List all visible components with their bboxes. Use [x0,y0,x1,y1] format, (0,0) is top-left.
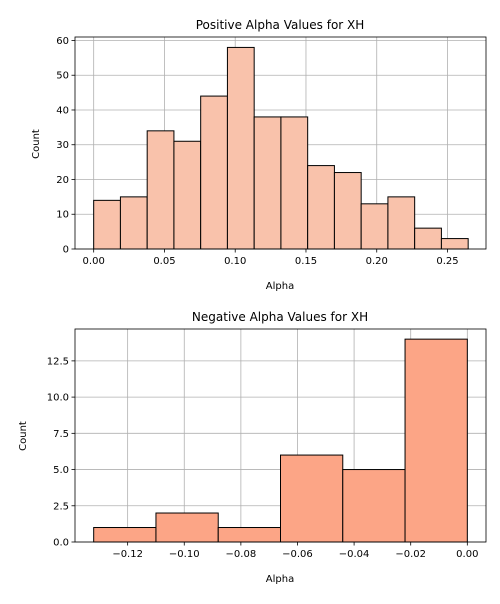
histogram-bar [253,116,282,250]
y-ticks: 0.0 2.5 5.0 7.5 10.0 12.5 [47,356,75,549]
chart-positive-alpha: Positive Alpha Values for XH Alpha Count… [31,18,487,292]
y-tick-label: 10.0 [47,393,69,404]
axes-frame [74,328,487,543]
histogram-bar [280,116,309,250]
x-tick-label: −0.02 [395,549,426,560]
y-axis-label: Count [31,129,42,159]
histogram-bar [173,140,202,250]
bars [93,338,468,543]
histogram-bar [342,469,406,543]
x-tick-label: −0.06 [282,549,313,560]
axes-frame [74,36,487,250]
x-axis-label: Alpha [266,574,294,585]
x-tick-label: −0.08 [226,549,257,560]
y-tick-label: 0.0 [53,538,69,549]
x-tick-label: 0.00 [456,549,478,560]
histogram-bar [333,172,362,250]
x-tick-label: 0.15 [295,256,317,267]
chart-title: Negative Alpha Values for XH [192,310,368,324]
y-axis-label: Count [18,421,29,451]
y-ticks: 0 10 20 30 40 50 60 [56,36,75,256]
histogram-bar [93,527,157,543]
y-tick-label: 40 [56,105,69,116]
y-tick-label: 20 [56,175,69,186]
histogram-bar [280,454,344,543]
y-tick-label: 2.5 [53,501,69,512]
y-tick-label: 60 [56,36,69,47]
x-tick-label: −0.12 [112,549,143,560]
histogram-bar [404,338,468,543]
histogram-bar [360,203,389,250]
x-tick-label: 0.20 [366,256,388,267]
histogram-bar [307,165,335,250]
bars [93,46,469,250]
y-tick-label: 50 [56,71,69,82]
x-tick-label: 0.05 [153,256,175,267]
x-tick-label: 0.00 [83,256,105,267]
histogram-bar [217,527,282,543]
y-tick-label: 10 [56,210,69,221]
histogram-bar [155,512,219,543]
histogram-bar [146,130,175,250]
y-tick-label: 0 [63,245,69,256]
x-tick-label: 0.25 [436,256,458,267]
chart-negative-alpha: Negative Alpha Values for XH Alpha Count… [18,310,487,585]
histogram-bar [119,196,148,250]
x-tick-label: −0.04 [339,549,370,560]
x-axis-label: Alpha [266,281,294,292]
x-tick-label: 0.10 [224,256,246,267]
x-tick-label: −0.10 [169,549,200,560]
y-tick-label: 30 [56,140,69,151]
chart-title: Positive Alpha Values for XH [196,18,365,32]
histogram-bar [387,196,416,250]
histogram-bar [414,227,442,250]
histogram-bar [226,46,255,250]
histogram-bar [200,95,228,250]
y-tick-label: 7.5 [53,429,69,440]
histogram-bar [440,238,469,250]
y-tick-label: 5.0 [53,465,69,476]
x-ticks: −0.12 −0.10 −0.08 −0.06 −0.04 −0.02 0.00 [112,542,478,560]
histogram-bar [93,199,121,250]
x-ticks: 0.00 0.05 0.10 0.15 0.20 0.25 [83,249,459,267]
y-tick-label: 12.5 [47,356,69,367]
